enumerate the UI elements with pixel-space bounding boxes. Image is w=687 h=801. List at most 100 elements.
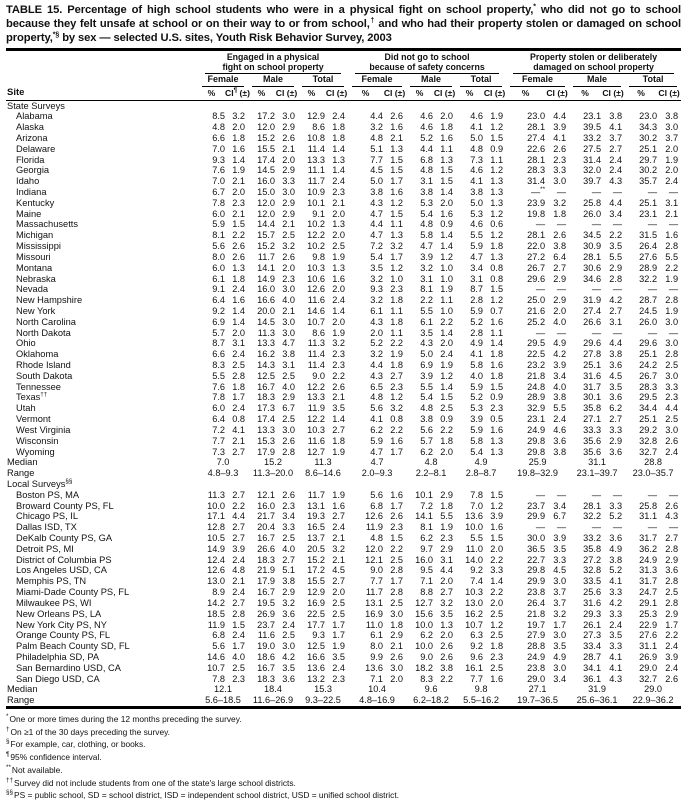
value-cell: 2.9 <box>665 554 679 565</box>
value-cell: 17.4 <box>257 154 275 165</box>
value-cell: 3.0 <box>282 284 295 295</box>
value-cell: 24.9 <box>527 424 546 435</box>
value-cell: 0.7 <box>490 305 504 316</box>
value-cell: 14.6 <box>307 305 325 316</box>
value-cell: 12.5 <box>307 641 325 652</box>
value-cell: 2.5 <box>665 414 679 425</box>
footnote-text: Not available. <box>11 764 63 775</box>
table-row: Chicago PS, IL 17.1 4.4 21.7 3.4 19.3 2.7 12.6 2… <box>6 511 681 522</box>
value-cell: 2.7 <box>665 533 679 543</box>
value-cell: 5.5 <box>470 230 484 241</box>
value-cell: 1.7 <box>332 619 346 630</box>
stat-value: 11.3 <box>314 457 332 468</box>
value-cell: 9.2 <box>470 565 484 576</box>
value-cell: 2.5 <box>282 230 295 241</box>
value-cell: 7.2 <box>370 241 384 252</box>
value-cell: 29.6 <box>527 273 546 284</box>
value-cell: 34.1 <box>583 662 602 673</box>
value-cell: 4.6 <box>470 111 484 122</box>
value-cell: 4.4 <box>232 511 245 522</box>
value-cell: 33.3 <box>583 424 602 435</box>
value-cell: 2.4 <box>232 349 245 360</box>
value-cell: 10.2 <box>307 219 325 230</box>
value-cell: 4.1 <box>470 176 484 187</box>
value-cell: 10.6 <box>307 273 325 284</box>
value-cell: 3.3 <box>282 522 295 533</box>
value-cell: — <box>668 284 679 295</box>
value-cell: 3.7 <box>665 132 679 143</box>
value-cell: 2.0 <box>232 122 245 133</box>
value-cell: 1.2 <box>490 295 504 306</box>
value-cell: 27.3 <box>583 630 602 641</box>
value-cell: 5.7 <box>420 435 434 446</box>
value-cell: 24.9 <box>639 554 658 565</box>
value-cell: 5.7 <box>212 327 225 338</box>
value-cell: 5.9 <box>212 219 225 230</box>
value-cell: 2.1 <box>232 176 245 187</box>
value-cell: 11.1 <box>307 165 325 176</box>
site-label: Florida <box>16 154 45 165</box>
value-cell: 7.1 <box>420 576 434 587</box>
value-cell: 2.1 <box>665 208 679 219</box>
value-cell: 19.8 <box>527 208 546 219</box>
value-cell: 16.2 <box>465 608 484 619</box>
value-cell: — <box>556 489 567 500</box>
value-cell: 3.7 <box>609 132 623 143</box>
site-label: Milwaukee PS, WI <box>16 597 92 608</box>
table-body: State Surveys Alabama 8.5 3.2 17.2 3.0 12.9 2.4… <box>6 100 681 708</box>
value-cell: 29.8 <box>527 435 546 446</box>
value-cell: 19.0 <box>257 641 275 652</box>
percent-header: % <box>406 86 434 101</box>
value-cell: 3.1 <box>420 176 434 187</box>
value-cell: 1.1 <box>390 305 404 316</box>
value-cell: 9.9 <box>370 651 384 662</box>
value-cell: 24.9 <box>527 651 546 662</box>
table-row: Missouri 8.0 2.6 11.7 2.6 9.8 1.9 5.4 1.7 3.9 1.2 4… <box>6 252 681 263</box>
value-cell: 6.9 <box>420 360 434 370</box>
value-cell: 3.1 <box>232 338 245 349</box>
value-cell: 4.6 <box>420 111 434 122</box>
value-cell: 8.1 <box>420 284 434 295</box>
value-cell: 15.5 <box>307 576 325 587</box>
value-cell: 2.8 <box>232 608 245 619</box>
value-cell: 1.0 <box>390 273 404 284</box>
value-cell: 10.1 <box>307 197 325 208</box>
table-row: Ohio 8.7 3.1 13.3 4.7 11.3 3.2 5.2 2.2 4.3 2.0 4.9 1… <box>6 338 681 349</box>
value-cell: 2.4 <box>232 587 245 598</box>
value-cell: 25.2 <box>527 316 546 327</box>
value-cell: 1.3 <box>232 262 245 273</box>
value-cell: — <box>668 219 679 230</box>
value-cell: 3.0 <box>665 424 679 435</box>
value-cell: 2.8 <box>232 370 245 381</box>
value-cell: 2.1 <box>332 533 346 543</box>
table-row: North Dakota 5.7 2.0 11.3 3.0 8.6 1.9 2.0 1.1 3.5… <box>6 328 681 339</box>
value-cell: 31.4 <box>583 154 602 165</box>
title-text: who did not go to school because they fe… <box>6 4 682 30</box>
value-cell: 3.8 <box>282 576 295 587</box>
value-cell: 16.9 <box>307 597 325 608</box>
value-cell: 22.0 <box>527 241 546 252</box>
footnote-text: For example, car, clothing, or books. <box>10 739 146 750</box>
header-measure-row: % CI¶ (±)% CI (±)% CI (±)% CI (±)% CI (±)% CI … <box>6 86 682 101</box>
value-cell: 11.6 <box>307 295 325 306</box>
value-cell: 4.3 <box>665 511 679 522</box>
value-cell: 4.2 <box>282 651 295 662</box>
value-cell: 6.1 <box>212 273 225 284</box>
value-cell: 22.9 <box>639 619 658 630</box>
table-row: Los Angeles USD, CA 12.6 4.8 21.9 5.1 17.2 4.5… <box>6 565 681 576</box>
stat-value: 29.0 <box>644 684 663 695</box>
value-cell: 7.8 <box>212 673 225 684</box>
value-cell: 2.0 <box>490 597 504 608</box>
footnote-text: PS = public school, SD = school district… <box>14 790 399 801</box>
site-label: Boston PS, MA <box>16 489 80 500</box>
stat-value: 4.8 <box>424 457 438 468</box>
value-cell: — <box>668 187 679 197</box>
section-label: State Surveys <box>7 100 65 111</box>
site-label: Vermont <box>16 414 51 425</box>
value-cell: 2.4 <box>232 630 245 641</box>
value-cell: 2.3 <box>332 187 346 197</box>
value-cell: 3.9 <box>490 511 504 522</box>
site-label: Memphis PS, TN <box>16 576 87 587</box>
value-cell: 13.6 <box>465 511 484 522</box>
value-cell: 25.1 <box>639 197 658 208</box>
